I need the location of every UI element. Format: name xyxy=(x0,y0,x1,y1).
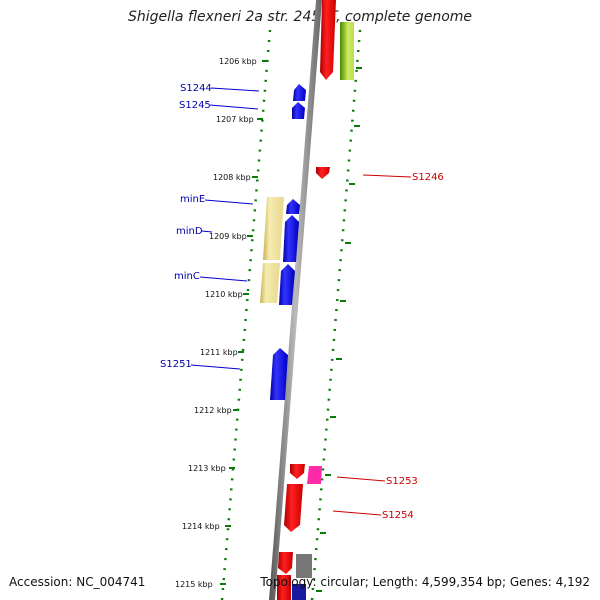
gene-S1246[interactable] xyxy=(316,167,330,179)
red-gene-bottom[interactable] xyxy=(278,552,293,574)
label-S1253: S1253 xyxy=(386,476,418,487)
outer-tick-ring xyxy=(310,29,362,600)
label-S1244: S1244 xyxy=(180,83,212,94)
label-minD: minD xyxy=(176,226,203,237)
gene-minC[interactable] xyxy=(279,264,295,305)
tick-label-1207: 1207 kbp xyxy=(216,115,254,124)
gene-minE[interactable] xyxy=(286,199,300,214)
label-S1254: S1254 xyxy=(382,510,414,521)
tick-label-1206: 1206 kbp xyxy=(219,57,257,66)
topology-text: Topology: circular; Length: 4,599,354 bp… xyxy=(260,575,590,589)
red-genes xyxy=(277,0,336,600)
yellow-feature[interactable] xyxy=(260,263,280,303)
tick-label-1215: 1215 kbp xyxy=(175,580,213,589)
red-gene-top[interactable] xyxy=(320,0,336,80)
small-blue-feature[interactable] xyxy=(292,584,306,600)
gene-S1253[interactable] xyxy=(307,466,322,484)
tick-label-1211: 1211 kbp xyxy=(200,348,238,357)
gene-S1251[interactable] xyxy=(270,348,288,400)
accession-text: Accession: NC_004741 xyxy=(9,575,146,589)
label-minC: minC xyxy=(174,271,200,282)
tick-label-1214: 1214 kbp xyxy=(182,522,220,531)
grey-feature[interactable] xyxy=(296,554,312,578)
label-S1251: S1251 xyxy=(160,359,192,370)
label-S1245: S1245 xyxy=(179,100,211,111)
gene-minD[interactable] xyxy=(283,215,299,262)
gene-S1244[interactable] xyxy=(293,84,306,101)
label-S1246: S1246 xyxy=(412,172,444,183)
label-minE: minE xyxy=(180,194,205,205)
genome-backbone xyxy=(269,0,322,600)
gene-S1254[interactable] xyxy=(284,484,303,532)
tick-label-1208: 1208 kbp xyxy=(213,173,251,182)
tick-label-1212: 1212 kbp xyxy=(194,406,232,415)
gene-labels: S1244 S1245 minE minD minC S1251 S1246 S… xyxy=(160,83,444,521)
red-gene-bottom-2[interactable] xyxy=(277,575,291,600)
green-feature-light xyxy=(347,22,354,80)
gene-S1245[interactable] xyxy=(292,102,305,119)
outer-ring-major-ticks xyxy=(316,67,362,592)
tick-label-1213: 1213 kbp xyxy=(188,464,226,473)
kbp-ruler: 1206 kbp 1207 kbp 1208 kbp 1209 kbp 1210… xyxy=(175,57,268,589)
blue-genes xyxy=(270,84,306,600)
genome-title: Shigella flexneri 2a str. 2457T, complet… xyxy=(127,9,473,25)
red-gene-small[interactable] xyxy=(290,464,305,479)
tick-label-1210: 1210 kbp xyxy=(205,290,243,299)
tick-label-1209: 1209 kbp xyxy=(209,232,247,241)
yellow-feature[interactable] xyxy=(263,197,284,260)
